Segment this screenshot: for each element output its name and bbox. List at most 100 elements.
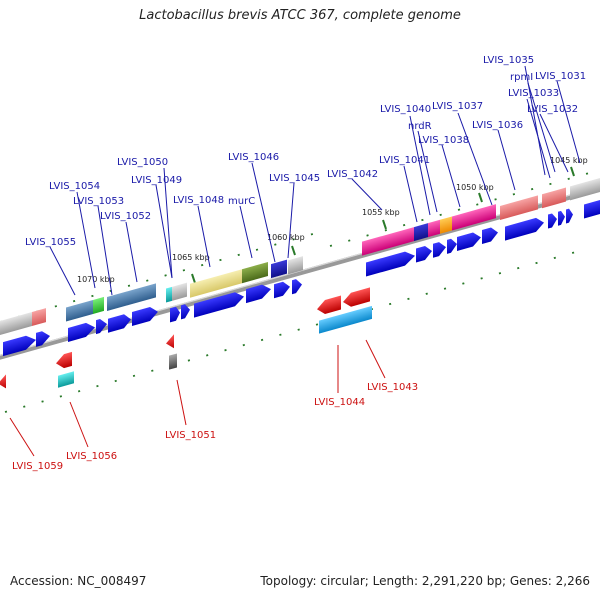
gene-label: LVIS_1033	[508, 88, 559, 99]
kbp-label: 1070 kbp	[77, 275, 115, 284]
gene-bar	[172, 282, 187, 301]
gene-label: LVIS_1044	[314, 397, 365, 408]
gene-label: LVIS_1052	[100, 211, 151, 222]
gene-bar	[440, 216, 452, 234]
gene-bar	[66, 299, 93, 322]
reverse-leader-lines	[9, 339, 386, 457]
genome-title: Lactobacillus brevis ATCC 367, complete …	[139, 8, 461, 23]
kbp-tick	[570, 166, 575, 177]
gene-arrow	[181, 304, 190, 320]
gene-arrow	[96, 318, 107, 335]
gene-arrow	[246, 284, 271, 304]
gene-arrow	[292, 279, 302, 295]
forward-gene-arrows	[3, 199, 600, 357]
gene-label: LVIS_1051	[165, 430, 216, 441]
gene-arrow	[68, 322, 95, 342]
forward-gene-labels: LVIS_1035 rpmI LVIS_1031 LVIS_1033 LVIS_…	[25, 55, 586, 248]
gene-arrow	[194, 292, 244, 318]
gene-arrow	[447, 238, 457, 254]
gene-bar	[542, 190, 556, 209]
gene-arrow	[505, 217, 544, 241]
gene-arrow	[558, 210, 565, 226]
gene-arrow-reverse	[0, 374, 6, 389]
gene-bar	[556, 187, 566, 205]
gene-bar	[500, 195, 538, 220]
gene-arrow	[416, 245, 432, 263]
gene-bar	[58, 371, 74, 388]
kbp-markers: 1045 kbp 1050 kbp 1055 kbp 1060 kbp 1065…	[77, 156, 588, 311]
gene-bar	[271, 259, 287, 279]
gene-arrow	[548, 213, 557, 229]
gene-bar	[169, 353, 177, 370]
gene-bar	[428, 219, 440, 238]
gene-label: LVIS_1041	[379, 155, 430, 166]
gene-label: LVIS_1040	[380, 104, 431, 115]
gene-label: LVIS_1042	[327, 169, 378, 180]
gene-label: LVIS_1048	[173, 195, 224, 206]
gene-bar	[242, 261, 268, 284]
gene-bar	[570, 175, 600, 201]
gene-label: LVIS_1043	[367, 382, 418, 393]
gene-arrow	[584, 199, 600, 219]
gene-bar	[107, 290, 129, 312]
gene-arrow	[108, 314, 131, 333]
gene-label: murC	[228, 196, 255, 207]
gene-label: LVIS_1049	[131, 175, 182, 186]
gene-arrow	[36, 331, 50, 347]
kbp-label: 1055 kbp	[362, 208, 400, 217]
kbp-label: 1065 kbp	[172, 253, 210, 262]
gene-bar	[346, 305, 372, 327]
gene-label: LVIS_1055	[25, 237, 76, 248]
gene-arrow	[482, 227, 498, 245]
gene-arrow	[3, 335, 36, 357]
gene-label: LVIS_1032	[527, 104, 578, 115]
gene-bar	[129, 283, 156, 305]
gene-arrow	[366, 251, 415, 277]
genome-stats-text: Topology: circular; Length: 2,291,220 bp…	[260, 574, 590, 588]
gene-bar	[190, 269, 242, 298]
gene-arrow-reverse	[56, 351, 72, 369]
gene-bar	[0, 312, 32, 335]
gene-label: LVIS_1036	[472, 120, 523, 131]
gene-bar	[288, 256, 303, 275]
gene-label: LVIS_1045	[269, 173, 320, 184]
gene-bar	[319, 313, 346, 334]
gene-arrow	[132, 306, 158, 327]
gene-bar	[362, 227, 414, 256]
kbp-label: 1060 kbp	[267, 233, 305, 242]
gene-bar	[452, 204, 496, 231]
upper-tick-track	[0, 169, 600, 323]
gene-bar	[32, 308, 46, 327]
gene-label: LVIS_1046	[228, 152, 279, 163]
forward-leader-lines	[49, 65, 581, 296]
gene-label: rpmI	[510, 72, 533, 83]
kbp-tick	[291, 245, 296, 256]
kbp-label: 1050 kbp	[456, 183, 494, 192]
gene-bar	[414, 223, 428, 242]
kbp-label: 1045 kbp	[550, 156, 588, 165]
gene-label: nrdR	[408, 121, 432, 132]
gene-arrow	[457, 232, 481, 252]
kbp-tick	[478, 192, 483, 203]
gene-label: LVIS_1056	[66, 451, 117, 462]
gene-label: LVIS_1038	[418, 135, 469, 146]
gene-label: LVIS_1050	[117, 157, 168, 168]
reverse-gene-labels: LVIS_1043 LVIS_1044 LVIS_1051 LVIS_1056 …	[12, 382, 418, 472]
kbp-tick	[382, 219, 387, 230]
gene-label: LVIS_1031	[535, 71, 586, 82]
gene-bar	[93, 296, 104, 314]
gene-label: LVIS_1059	[12, 461, 63, 472]
gene-bar	[166, 286, 172, 303]
gene-arrow	[433, 242, 446, 258]
gene-label: LVIS_1037	[432, 101, 483, 112]
forward-cog-bars	[0, 175, 600, 335]
gene-arrow	[566, 208, 573, 224]
reverse-genes	[0, 287, 372, 389]
accession-text: Accession: NC_008497	[10, 574, 147, 588]
gene-arrow	[274, 281, 290, 299]
gene-arrow-reverse	[343, 287, 370, 307]
kbp-tick	[191, 273, 196, 284]
gene-label: LVIS_1035	[483, 55, 534, 66]
gene-arrow	[170, 306, 180, 323]
